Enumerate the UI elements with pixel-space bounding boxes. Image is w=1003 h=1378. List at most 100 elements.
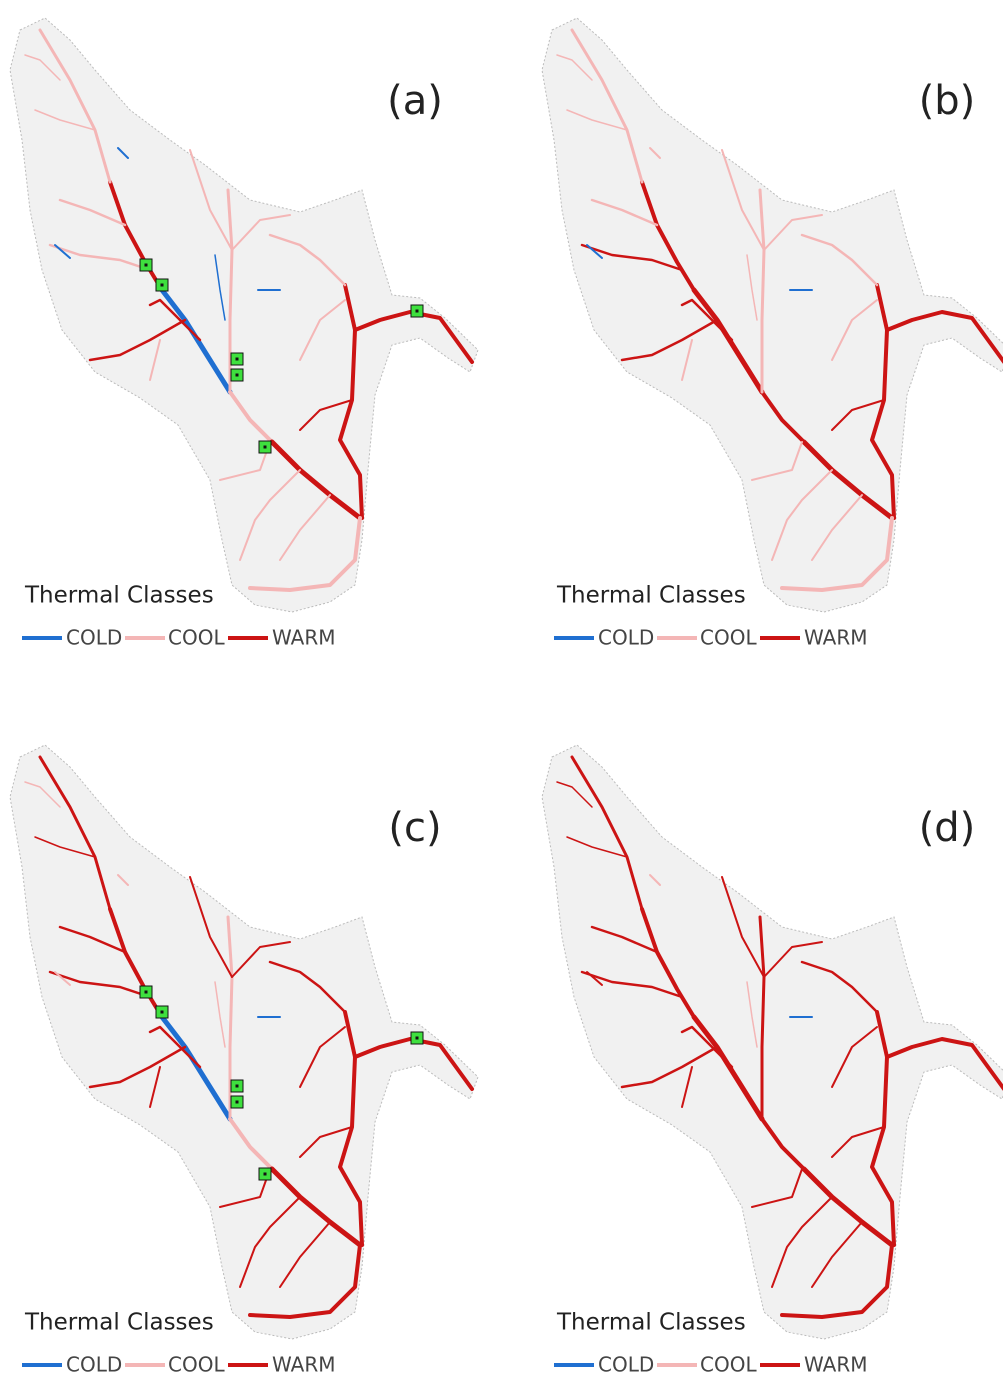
stream	[758, 188, 766, 394]
stream	[763, 214, 823, 251]
map-panel: (a) Thermal Classes COLD COOL WARM	[9, 17, 479, 650]
stream	[680, 298, 734, 342]
panel-label: (d)	[919, 805, 976, 851]
legend-item: WARM	[272, 626, 336, 650]
stream	[811, 1221, 863, 1288]
stream	[189, 876, 233, 978]
stream	[108, 180, 164, 292]
stream	[24, 54, 61, 81]
station-dot	[415, 309, 419, 313]
stream	[570, 755, 644, 911]
stream	[780, 1243, 894, 1319]
stream	[88, 1045, 187, 1089]
stream	[149, 1066, 161, 1108]
stream	[117, 147, 129, 159]
stream	[760, 1117, 806, 1171]
legend-title: Thermal Classes	[24, 1310, 214, 1336]
stream	[226, 915, 234, 1121]
legend-title: Thermal Classes	[24, 583, 214, 609]
legend-item: WARM	[804, 626, 868, 650]
legend-title: Thermal Classes	[556, 583, 746, 609]
stream	[108, 907, 164, 1019]
stream	[214, 981, 226, 1048]
stream	[885, 310, 1003, 364]
stream	[228, 390, 274, 444]
stream	[268, 960, 347, 1014]
stream	[831, 399, 885, 431]
stream	[771, 469, 833, 561]
station-dot	[235, 1084, 239, 1088]
stream	[48, 970, 152, 999]
legend-item: COOL	[700, 626, 757, 650]
station-dot	[144, 263, 148, 267]
stream	[48, 243, 152, 272]
station-dot	[263, 1172, 267, 1176]
stream	[231, 214, 291, 251]
stream	[870, 1010, 896, 1247]
stream	[338, 1010, 364, 1247]
stream	[680, 1025, 734, 1069]
stream	[586, 244, 603, 259]
stream	[746, 981, 758, 1048]
legend-item: COLD	[66, 626, 122, 650]
stream	[58, 198, 127, 227]
stream	[800, 233, 879, 287]
stream	[620, 318, 719, 362]
stream	[279, 1221, 331, 1288]
stream	[681, 339, 693, 381]
stream	[831, 1126, 885, 1158]
stream	[751, 1168, 803, 1208]
stream	[590, 198, 659, 227]
stream	[231, 941, 291, 978]
stream	[117, 874, 129, 886]
stream	[590, 925, 659, 954]
stream	[681, 1066, 693, 1108]
stream	[620, 1045, 719, 1089]
panel-label: (a)	[387, 78, 443, 124]
stream	[580, 970, 684, 999]
stream	[299, 1126, 353, 1158]
stream	[763, 941, 823, 978]
stream	[760, 390, 806, 444]
stream	[148, 298, 202, 342]
stream	[38, 755, 112, 911]
stream	[811, 494, 863, 561]
panel-label: (b)	[919, 78, 976, 124]
stream	[649, 147, 661, 159]
stream	[800, 960, 879, 1014]
stream	[870, 283, 896, 520]
stream	[771, 1196, 833, 1288]
stream	[721, 876, 765, 978]
stream	[269, 439, 363, 521]
stream	[556, 781, 593, 808]
stream	[831, 299, 878, 361]
station-dot	[235, 373, 239, 377]
stream	[269, 1166, 363, 1248]
stream	[556, 54, 593, 81]
stream	[801, 439, 895, 521]
stream	[640, 180, 696, 292]
map-panel: (d) Thermal Classes COLD COOL WARM	[541, 744, 1003, 1377]
stream	[149, 339, 161, 381]
stream	[226, 188, 234, 394]
legend-item: WARM	[272, 1353, 336, 1377]
legend-title: Thermal Classes	[556, 1310, 746, 1336]
stream	[239, 1196, 301, 1288]
stream	[570, 28, 644, 184]
map-panel: (c) Thermal Classes COLD COOL WARM	[9, 744, 479, 1377]
stream	[214, 254, 226, 321]
station-dot	[144, 990, 148, 994]
legend-item: WARM	[804, 1353, 868, 1377]
legend-item: COLD	[598, 626, 654, 650]
stream	[566, 836, 628, 858]
stream	[751, 441, 803, 481]
stream	[566, 109, 628, 131]
legend-item: COOL	[700, 1353, 757, 1377]
stream	[831, 1026, 878, 1088]
stream	[248, 1243, 362, 1319]
station-dot	[263, 445, 267, 449]
station-dot	[160, 1010, 164, 1014]
stream	[189, 149, 233, 251]
stream	[353, 1037, 474, 1091]
